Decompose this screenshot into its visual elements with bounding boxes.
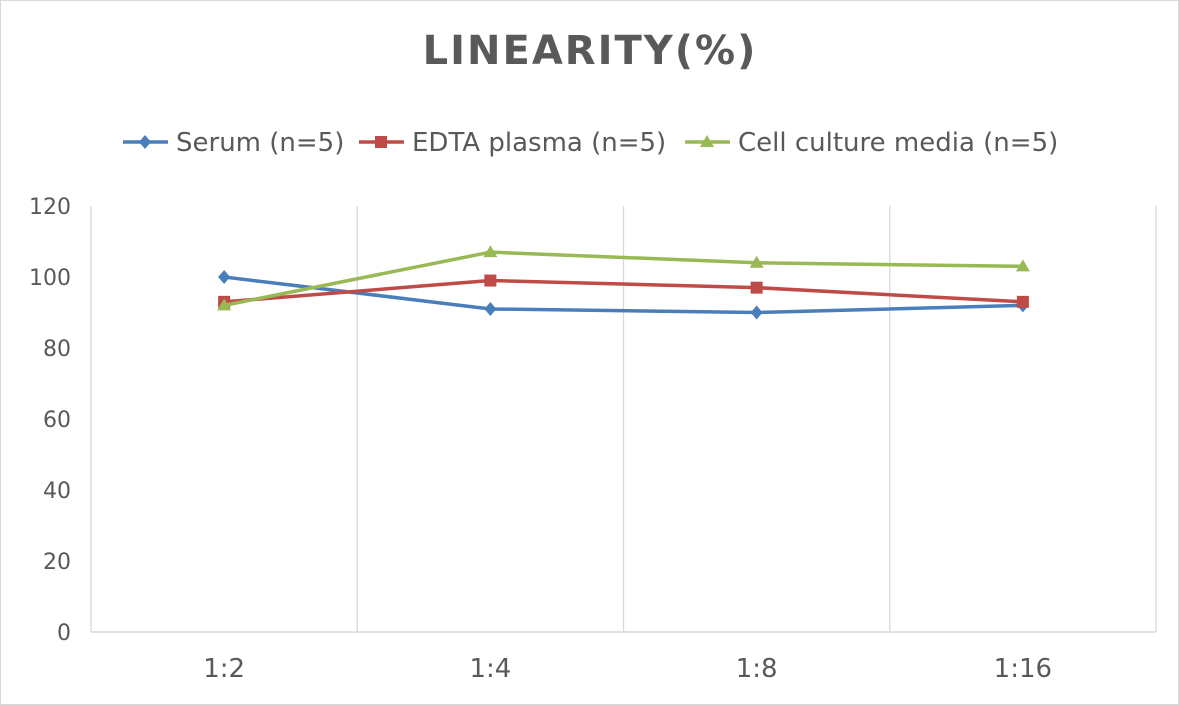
- y-axis: 0 20 40 60 80 100 120: [29, 195, 71, 646]
- y-tick-label: 0: [57, 621, 71, 646]
- legend-label: Cell culture media (n=5): [738, 128, 1058, 158]
- data-point: [1016, 295, 1029, 308]
- y-tick-label: 40: [43, 479, 71, 504]
- series-0: [218, 270, 1029, 320]
- legend: Serum (n=5) EDTA plasma (n=5) Cell culture…: [123, 128, 1058, 158]
- legend-label: Serum (n=5): [176, 128, 344, 158]
- legend-marker: [375, 136, 387, 148]
- data-point: [484, 301, 497, 316]
- data-point: [218, 270, 231, 284]
- series-2: [217, 245, 1030, 311]
- series-line: [223, 278, 1023, 304]
- series-group: [217, 245, 1030, 320]
- y-tick-label: 120: [29, 195, 71, 220]
- x-tick-label: 1:4: [469, 654, 511, 684]
- data-point: [217, 298, 232, 311]
- legend-marker: [139, 135, 151, 149]
- data-point: [749, 255, 764, 268]
- data-point: [750, 281, 763, 294]
- data-point: [483, 245, 498, 258]
- series-line: [223, 250, 1023, 308]
- y-tick-label: 20: [43, 550, 71, 575]
- y-tick-label: 60: [43, 408, 71, 433]
- legend-label: EDTA plasma (n=5): [412, 128, 666, 158]
- series-line: [223, 275, 1023, 315]
- legend-marker: [700, 135, 714, 147]
- y-tick-label: 80: [43, 337, 71, 362]
- x-tick-label: 1:8: [736, 654, 778, 684]
- data-point: [750, 305, 763, 320]
- chart-title: LINEARITY(%): [423, 28, 758, 74]
- x-tick-label: 1:2: [203, 654, 245, 684]
- x-tick-label: 1:16: [994, 654, 1052, 684]
- data-point: [484, 274, 497, 287]
- x-axis: 1:2 1:4 1:8 1:16: [203, 654, 1052, 684]
- data-point: [1015, 259, 1030, 272]
- grid: [90, 206, 1157, 633]
- y-tick-label: 100: [29, 266, 71, 291]
